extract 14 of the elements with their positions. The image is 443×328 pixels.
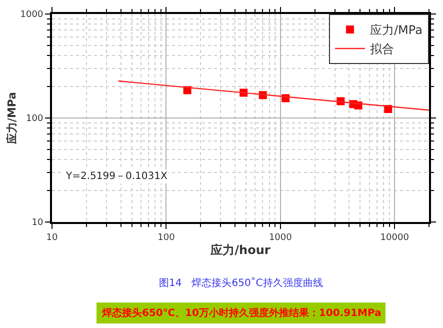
- x-axis-title: 应力/hour: [210, 243, 270, 258]
- text: 焊态接头650℃、10万小时持久强度外推结果：100.91MPa: [101, 307, 382, 319]
- x-tick-label: 1000: [268, 232, 292, 243]
- caption: 图14 焊态接头650˚C持久强度曲线: [159, 277, 323, 289]
- x-tick-label: 10: [46, 232, 58, 243]
- x-tick-label: 10000: [380, 232, 410, 243]
- y-tick-label: 1000: [20, 10, 44, 20]
- x-tick-label: 100: [158, 232, 176, 243]
- y-tick-label: 10: [32, 218, 44, 228]
- y-tick-label: 100: [26, 114, 44, 124]
- legend-label: 拟合: [370, 42, 394, 56]
- annotation: Y=2.5199－0.1031X: [65, 171, 168, 182]
- legend-label: 应力/MPa: [370, 23, 422, 38]
- y-axis-title: 应力/MPa: [5, 92, 18, 146]
